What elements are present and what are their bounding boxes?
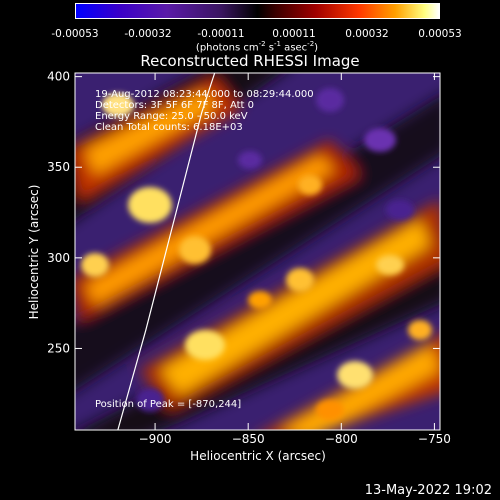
- chart-title: Reconstructed RHESSI Image: [140, 52, 360, 70]
- colorbar-tick-label: -0.00032: [124, 28, 172, 40]
- colorbar-tick-label: -0.00011: [197, 28, 245, 40]
- detectors-annotation: Detectors: 3F 5F 6F 7F 8F, Att 0: [95, 100, 255, 111]
- colorbar-tick-label: 0.00053: [418, 28, 462, 40]
- counts-annotation: Clean Total counts: 6.18E+03: [95, 122, 243, 133]
- emission-hotspots: [81, 88, 432, 420]
- image-area: [75, 73, 440, 430]
- colorbar-tick-label: 0.00032: [345, 28, 389, 40]
- colorbar-gradient: [75, 3, 440, 19]
- time-range-annotation: 19-Aug-2012 08:23:44.000 to 08:29:44.000: [95, 89, 314, 100]
- x-tick-label: −800: [325, 432, 358, 446]
- y-tick-label: 250: [47, 341, 70, 355]
- y-tick-label: 400: [47, 70, 70, 84]
- x-axis: −900 −850 −800 −750: [139, 73, 451, 446]
- emission-bands: [75, 73, 440, 430]
- generation-timestamp: 13-May-2022 19:02: [364, 483, 492, 498]
- x-tick-label: −850: [232, 432, 265, 446]
- solar-limb-line: [117, 73, 216, 430]
- peak-position-annotation: Position of Peak = [-870,244]: [95, 399, 242, 410]
- y-tick-label: 350: [47, 160, 70, 174]
- plot-frame: [74, 72, 441, 431]
- x-tick-label: −750: [418, 432, 451, 446]
- colorbar-units: (photons cm-2 s-1 asec-2): [195, 40, 319, 54]
- y-axis-label: Heliocentric Y (arcsec): [27, 185, 41, 320]
- y-tick-label: 300: [47, 251, 70, 265]
- x-tick-label: −900: [139, 432, 172, 446]
- colorbar: -0.00053 -0.00032 -0.00011 0.00011 0.000…: [0, 0, 500, 60]
- x-axis-label: Heliocentric X (arcsec): [190, 449, 326, 463]
- y-axis: 250 300 350 400: [47, 70, 440, 355]
- colorbar-tick-label: 0.00011: [272, 28, 316, 40]
- energy-range-annotation: Energy Range: 25.0 - 50.0 keV: [95, 111, 248, 122]
- colorbar-tick-label: -0.00053: [51, 28, 99, 40]
